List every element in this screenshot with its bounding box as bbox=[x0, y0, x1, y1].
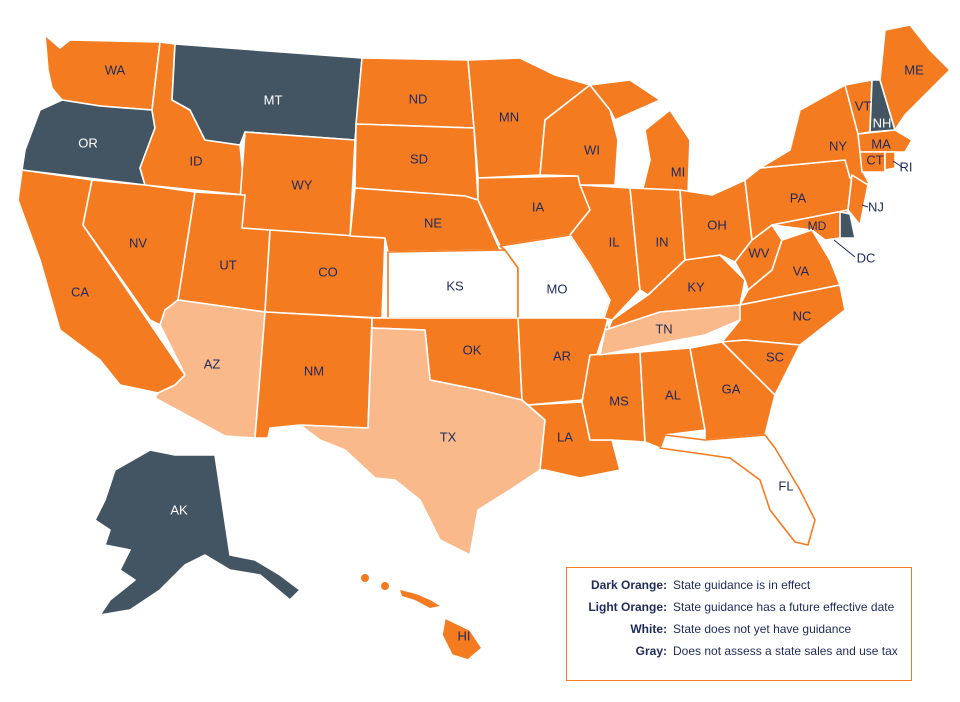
label-mt: MT bbox=[264, 92, 283, 107]
label-mn: MN bbox=[499, 109, 519, 124]
label-ks: KS bbox=[446, 278, 464, 293]
state-md[interactable] bbox=[771, 209, 849, 241]
label-ut: UT bbox=[219, 257, 236, 272]
label-az: AZ bbox=[204, 356, 221, 371]
state-nj[interactable] bbox=[847, 174, 869, 226]
label-wv: WV bbox=[749, 245, 770, 260]
label-nm: NM bbox=[304, 363, 324, 378]
label-id: ID bbox=[190, 153, 203, 168]
label-ak: AK bbox=[170, 502, 188, 517]
legend-key: Dark Orange: bbox=[590, 578, 667, 592]
label-tx: TX bbox=[440, 429, 457, 444]
label-vt: VT bbox=[855, 98, 872, 113]
label-or: OR bbox=[78, 135, 98, 150]
legend: Dark Orange: State guidance is in effect… bbox=[566, 567, 912, 681]
leader-dc bbox=[833, 239, 856, 258]
label-mi: MI bbox=[671, 164, 685, 179]
label-fl: FL bbox=[778, 478, 793, 493]
label-wa: WA bbox=[105, 62, 126, 77]
state-ak[interactable] bbox=[94, 449, 301, 616]
label-mo: MO bbox=[547, 281, 568, 296]
label-al: AL bbox=[665, 387, 681, 402]
label-ar: AR bbox=[553, 348, 571, 363]
hawaii-island-kauai bbox=[361, 574, 369, 582]
legend-key: White: bbox=[630, 622, 667, 636]
state-fl[interactable] bbox=[659, 434, 816, 546]
state-wa[interactable] bbox=[44, 34, 161, 111]
legend-description: State does not yet have guidance bbox=[673, 622, 852, 636]
legend-description: Does not assess a state sales and use ta… bbox=[673, 644, 898, 658]
label-nh: NH bbox=[873, 115, 892, 130]
hawaii-island-maui bbox=[400, 590, 440, 608]
legend-description: State guidance is in effect bbox=[673, 578, 811, 592]
label-nc: NC bbox=[793, 308, 812, 323]
legend-description: State guidance has a future effective da… bbox=[673, 600, 895, 614]
label-md: MD bbox=[808, 219, 827, 233]
state-ma[interactable] bbox=[857, 129, 913, 153]
label-wi: WI bbox=[584, 142, 600, 157]
label-ok: OK bbox=[463, 342, 482, 357]
label-nd: ND bbox=[409, 91, 428, 106]
legend-row-white: White: State does not yet have guidance bbox=[567, 622, 901, 644]
label-nj: NJ bbox=[868, 199, 884, 214]
hawaii-island-oahu bbox=[381, 582, 389, 590]
state-me[interactable] bbox=[879, 24, 951, 131]
label-il: IL bbox=[609, 234, 620, 249]
label-nv: NV bbox=[129, 235, 147, 250]
label-in: IN bbox=[656, 234, 669, 249]
label-de: DE bbox=[854, 223, 872, 238]
label-ca: CA bbox=[71, 284, 89, 299]
legend-key: Light Orange: bbox=[588, 600, 667, 614]
label-ne: NE bbox=[424, 215, 442, 230]
label-co: CO bbox=[318, 264, 338, 279]
leader-nj bbox=[861, 204, 869, 208]
label-ma: MA bbox=[871, 136, 891, 151]
label-pa: PA bbox=[790, 190, 807, 205]
label-dc: DC bbox=[857, 250, 876, 265]
label-ct: CT bbox=[866, 152, 883, 167]
label-me: ME bbox=[904, 62, 924, 77]
label-ms: MS bbox=[609, 393, 629, 408]
label-ny: NY bbox=[829, 138, 847, 153]
label-ky: KY bbox=[687, 279, 705, 294]
leader-ri bbox=[892, 160, 903, 168]
label-la: LA bbox=[557, 429, 573, 444]
state-sc[interactable] bbox=[721, 339, 801, 396]
label-sc: SC bbox=[766, 349, 784, 364]
state-ct[interactable] bbox=[859, 151, 886, 173]
label-oh: OH bbox=[707, 217, 727, 232]
label-ia: IA bbox=[532, 199, 545, 214]
label-ga: GA bbox=[722, 381, 741, 396]
label-tn: TN bbox=[655, 321, 672, 336]
label-ri: RI bbox=[900, 159, 913, 174]
legend-row-dark-orange: Dark Orange: State guidance is in effect bbox=[567, 578, 901, 600]
legend-row-light-orange: Light Orange: State guidance has a futur… bbox=[567, 600, 901, 622]
state-de[interactable] bbox=[839, 211, 856, 239]
legend-row-gray: Gray: Does not assess a state sales and … bbox=[567, 644, 901, 666]
label-sd: SD bbox=[410, 151, 428, 166]
state-hi[interactable] bbox=[441, 617, 483, 661]
label-hi: HI bbox=[458, 628, 471, 643]
state-ri[interactable] bbox=[884, 151, 896, 171]
label-wy: WY bbox=[292, 177, 313, 192]
legend-key: Gray: bbox=[635, 644, 667, 658]
label-va: VA bbox=[793, 263, 810, 278]
state-tx[interactable] bbox=[299, 327, 546, 556]
